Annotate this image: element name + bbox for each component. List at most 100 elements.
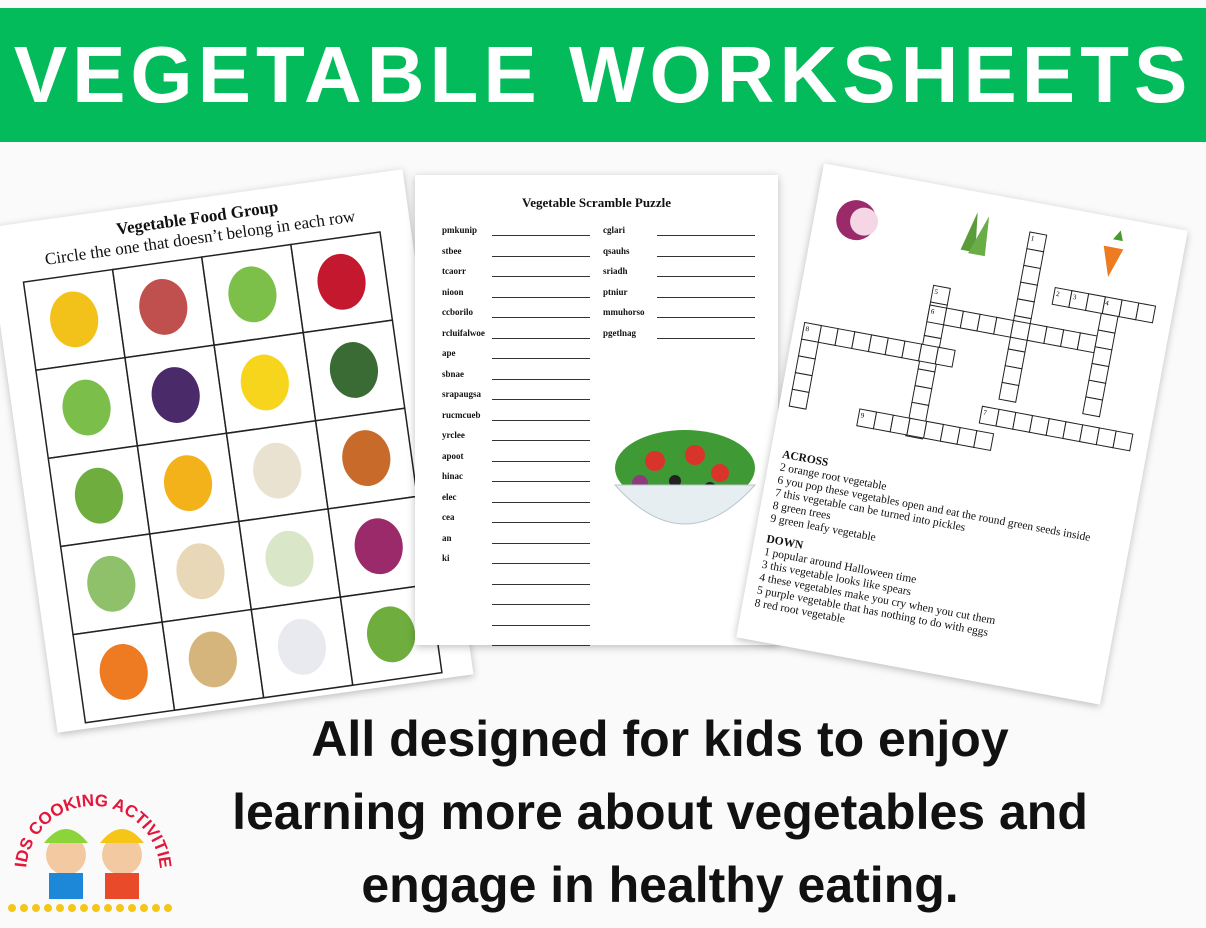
star <box>140 904 148 912</box>
scramble-word: apoot <box>442 450 464 461</box>
answer-line <box>492 542 590 544</box>
star <box>68 904 76 912</box>
vegetable-picture <box>50 291 99 348</box>
star <box>56 904 64 912</box>
clue-number: 3 <box>1072 293 1077 302</box>
crossword-square <box>1082 396 1104 418</box>
vegetable-picture <box>139 278 188 335</box>
answer-line <box>492 460 590 462</box>
answer-line <box>492 358 590 359</box>
tagline-line: engage in healthy eating. <box>361 857 959 913</box>
salad-bowl-picture <box>613 430 757 525</box>
vegetable-picture <box>228 266 277 323</box>
scramble-word: cglari <box>603 225 625 235</box>
answer-line <box>492 440 590 441</box>
clue-number: 1 <box>1030 234 1035 243</box>
scramble-word: rucmcueb <box>442 409 481 420</box>
clue-number: 8 <box>805 325 810 334</box>
logo: KIDS COOKING ACTIVITIES <box>4 745 175 912</box>
picture-grid <box>22 231 443 724</box>
vegetable-picture <box>176 543 225 600</box>
scramble-word: nioon <box>442 286 464 297</box>
tagline-line: learning more about vegetables and <box>232 784 1088 840</box>
clue-number: 5 <box>934 288 939 297</box>
star <box>44 904 52 912</box>
scramble-word: cea <box>442 512 455 522</box>
vegetable-picture <box>87 555 136 612</box>
vegetable-picture <box>240 354 289 411</box>
scramble-word: sbnae <box>442 368 465 379</box>
vegetable-picture <box>354 518 403 575</box>
answer-line <box>492 235 590 236</box>
answer-line <box>657 317 755 318</box>
vegetable-picture <box>265 530 314 587</box>
vegetable-picture <box>151 367 200 423</box>
answer-line <box>492 399 590 400</box>
answer-line <box>492 378 590 380</box>
vegetable-picture <box>329 342 379 398</box>
vegetable-picture <box>277 618 327 675</box>
scramble-word: sriadh <box>603 266 628 276</box>
scramble-word: elec <box>442 491 457 502</box>
answer-line <box>492 604 590 605</box>
answer-line <box>657 235 755 236</box>
answer-line <box>492 276 590 277</box>
tagline-line: All designed for kids to enjoy <box>311 711 1009 767</box>
star <box>20 904 28 912</box>
vegetable-picture <box>367 606 416 663</box>
crossword-square <box>973 430 995 452</box>
answer-line <box>492 419 590 421</box>
scramble-word: mmuhorso <box>603 307 645 317</box>
scramble-word: pgetlnag <box>603 327 637 338</box>
star <box>32 904 40 912</box>
answer-line <box>492 317 590 318</box>
answer-line <box>492 522 590 523</box>
scramble-word: hinac <box>442 471 464 481</box>
answer-line <box>492 501 590 503</box>
scramble-word: tcaorr <box>442 266 466 276</box>
scramble-word: pmkunip <box>442 225 478 235</box>
star <box>92 904 100 912</box>
answer-line <box>657 255 755 257</box>
answer-line <box>657 296 755 298</box>
answer-line <box>492 296 590 298</box>
scramble-word: ape <box>442 348 456 358</box>
answer-line <box>492 337 590 339</box>
star <box>80 904 88 912</box>
vegetable-picture <box>62 379 111 436</box>
crossword-square <box>998 381 1020 403</box>
vegetable-picture <box>74 467 124 524</box>
clue-number: 9 <box>860 411 865 420</box>
scramble-word: srapaugsa <box>442 389 482 399</box>
scramble-sheet: Vegetable Scramble Puzzle pmkunip stbee tc… <box>415 175 778 646</box>
answer-line <box>492 563 590 564</box>
vegetable-picture <box>253 442 302 499</box>
answer-line <box>492 583 590 585</box>
scramble-word: yrclee <box>442 430 465 440</box>
star <box>128 904 136 912</box>
clue-number: 7 <box>983 409 988 418</box>
star <box>104 904 112 912</box>
tagline: All designed for kids to enjoy learning m… <box>160 703 1160 922</box>
vegetable-picture <box>317 253 366 310</box>
crossword-square <box>1135 302 1157 324</box>
clue-number: 2 <box>1055 290 1060 299</box>
crossword-square <box>1112 430 1134 452</box>
vegetable-picture <box>188 631 237 688</box>
crossword-square <box>788 388 810 410</box>
answer-line <box>492 645 590 646</box>
answer-line <box>657 337 755 339</box>
scramble-word: ptniur <box>603 286 628 297</box>
banner: VEGETABLE WORKSHEETS <box>0 8 1206 142</box>
star <box>8 904 16 912</box>
banner-title: VEGETABLE WORKSHEETS <box>13 30 1193 119</box>
crossword-grid: 1 2 3 4 5 6 7 8 9 <box>788 200 1157 452</box>
star <box>152 904 160 912</box>
clue-number: 4 <box>1105 299 1110 308</box>
scramble-word: ki <box>442 553 450 563</box>
scramble-word: rcluifalwoe <box>442 327 485 338</box>
logo-text: KIDS COOKING ACTIVITIES <box>4 745 175 869</box>
